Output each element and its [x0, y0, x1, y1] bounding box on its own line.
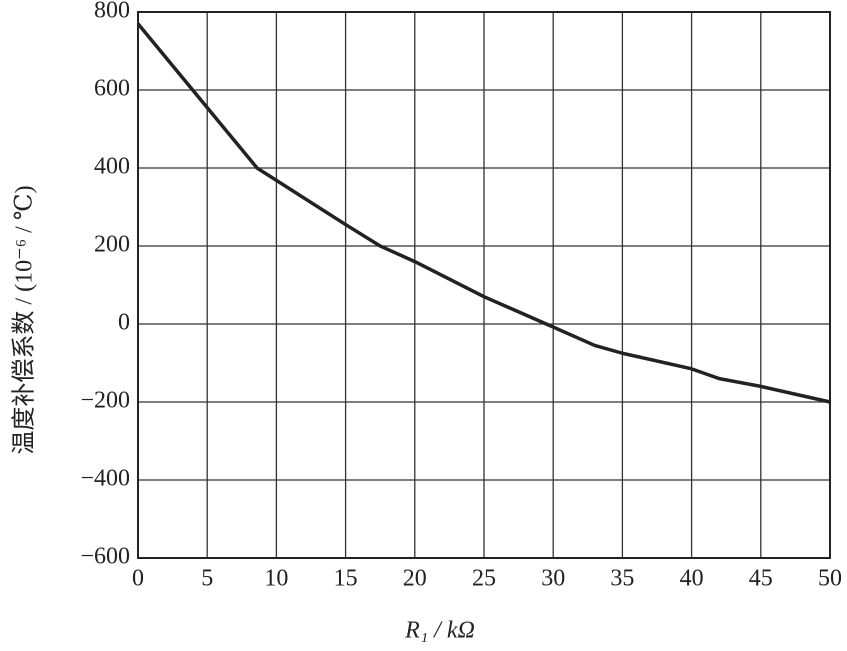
y-tick-label: −400: [80, 466, 130, 492]
y-tick-label: 400: [94, 154, 130, 180]
x-tick-label: 35: [610, 566, 634, 592]
y-tick-label: 200: [94, 232, 130, 258]
x-tick-label: 50: [818, 566, 842, 592]
x-tick-label: 25: [472, 566, 496, 592]
y-tick-label: −200: [80, 388, 130, 414]
x-tick-label: 30: [541, 566, 565, 592]
x-tick-label: 5: [201, 566, 213, 592]
y-tick-label: −600: [80, 544, 130, 570]
y-axis-label: 温度补偿系数 / (10⁻⁶ / ℃): [11, 185, 38, 454]
y-tick-label: 600: [94, 76, 130, 102]
x-tick-label: 40: [680, 566, 704, 592]
plot-frame: [137, 11, 831, 559]
x-tick-label: 20: [403, 566, 427, 592]
x-tick-label: 45: [749, 566, 773, 592]
y-tick-label: 800: [94, 0, 130, 24]
x-axis-label: R₁ / kΩ: [404, 618, 475, 644]
x-tick-label: 0: [132, 566, 144, 592]
x-tick-label: 15: [334, 566, 358, 592]
x-tick-label: 10: [264, 566, 288, 592]
y-tick-label: 0: [118, 310, 130, 336]
data-line: [136, 22, 831, 404]
